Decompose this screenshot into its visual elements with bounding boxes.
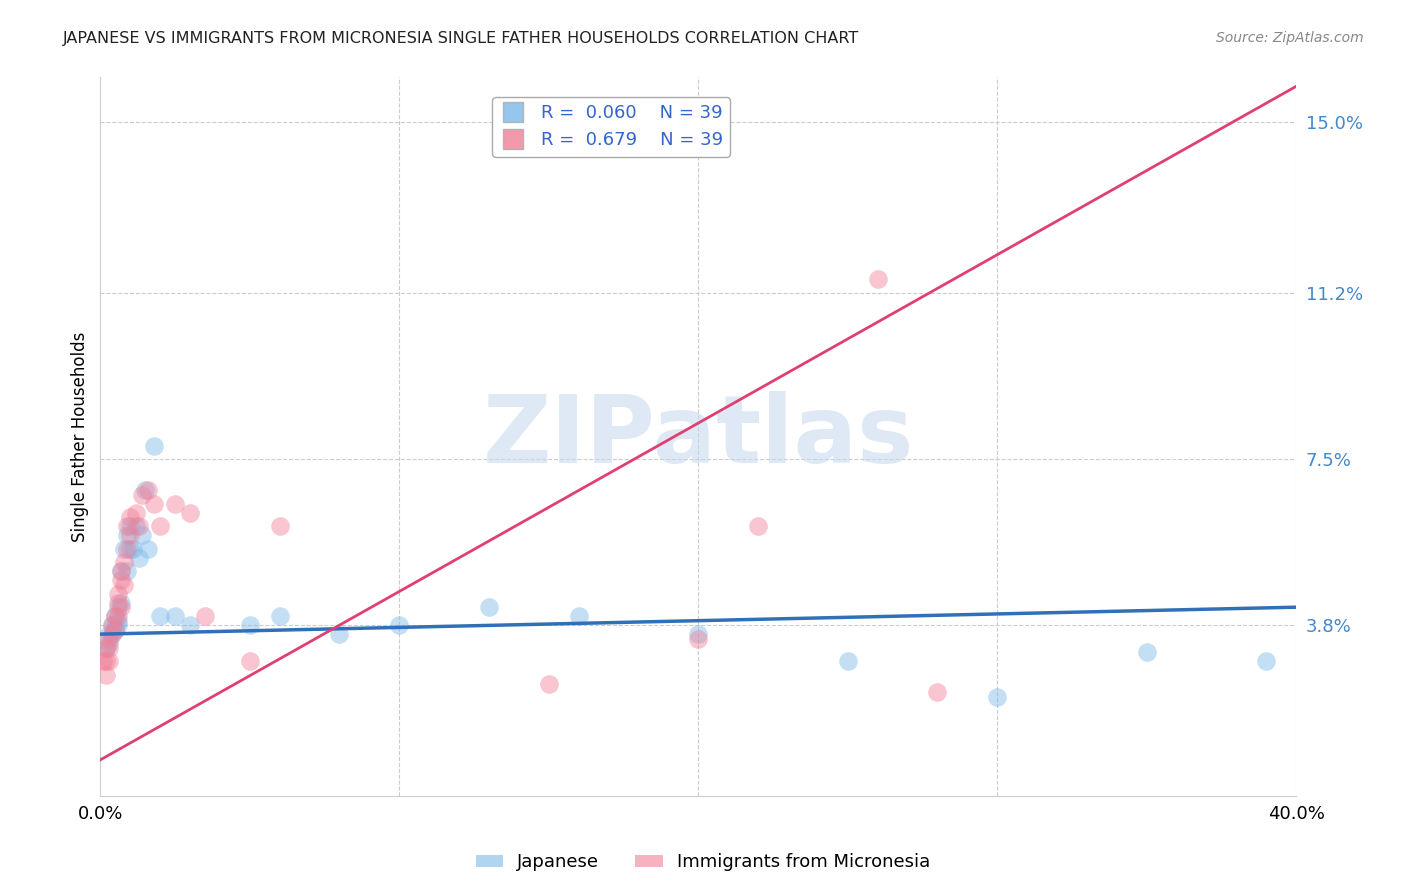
Point xyxy=(117,528,139,542)
Point xyxy=(104,609,127,624)
Text: JAPANESE VS IMMIGRANTS FROM MICRONESIA SINGLE FATHER HOUSEHOLDS CORRELATION CHAR: JAPANESE VS IMMIGRANTS FROM MICRONESIA S… xyxy=(63,31,859,46)
Point xyxy=(986,690,1008,704)
Point xyxy=(128,550,150,565)
Point xyxy=(110,574,132,588)
Point xyxy=(96,667,118,681)
Point xyxy=(117,541,139,556)
Point xyxy=(568,609,591,624)
Point xyxy=(134,483,156,498)
Point xyxy=(837,654,859,668)
Point xyxy=(269,609,291,624)
Point xyxy=(98,632,121,646)
Point xyxy=(122,541,145,556)
Point xyxy=(110,564,132,578)
Point xyxy=(101,627,124,641)
Point xyxy=(143,439,166,453)
Point xyxy=(112,541,135,556)
Point xyxy=(388,618,411,632)
Point xyxy=(107,596,129,610)
Point xyxy=(98,627,121,641)
Point xyxy=(104,609,127,624)
Point xyxy=(91,654,114,668)
Point xyxy=(120,510,142,524)
Point xyxy=(104,623,127,637)
Point xyxy=(478,600,501,615)
Point xyxy=(96,654,118,668)
Point xyxy=(107,600,129,615)
Point xyxy=(927,685,949,699)
Point xyxy=(165,497,187,511)
Point xyxy=(194,609,217,624)
Point xyxy=(165,609,187,624)
Point xyxy=(136,483,159,498)
Point xyxy=(149,519,172,533)
Point xyxy=(107,609,129,624)
Point xyxy=(239,654,262,668)
Point xyxy=(688,632,710,646)
Point xyxy=(101,618,124,632)
Point xyxy=(107,618,129,632)
Point xyxy=(1135,645,1157,659)
Point xyxy=(136,541,159,556)
Point xyxy=(125,519,148,533)
Point xyxy=(98,636,121,650)
Point xyxy=(110,600,132,615)
Point xyxy=(149,609,172,624)
Point xyxy=(110,564,132,578)
Point xyxy=(120,519,142,533)
Point xyxy=(688,627,710,641)
Point xyxy=(328,627,350,641)
Point xyxy=(112,578,135,592)
Legend: R =  0.060    N = 39, R =  0.679    N = 39: R = 0.060 N = 39, R = 0.679 N = 39 xyxy=(492,97,730,157)
Point xyxy=(747,519,769,533)
Point xyxy=(107,614,129,628)
Point xyxy=(143,497,166,511)
Point xyxy=(104,618,127,632)
Legend: Japanese, Immigrants from Micronesia: Japanese, Immigrants from Micronesia xyxy=(468,847,938,879)
Point xyxy=(537,676,560,690)
Point xyxy=(96,640,118,655)
Point xyxy=(98,654,121,668)
Point xyxy=(120,541,142,556)
Point xyxy=(131,488,153,502)
Point xyxy=(120,528,142,542)
Point xyxy=(128,519,150,533)
Point xyxy=(104,623,127,637)
Point xyxy=(117,564,139,578)
Point xyxy=(269,519,291,533)
Point xyxy=(1256,654,1278,668)
Point xyxy=(110,596,132,610)
Y-axis label: Single Father Households: Single Father Households xyxy=(72,332,89,541)
Point xyxy=(866,272,889,286)
Point xyxy=(179,506,201,520)
Point xyxy=(101,627,124,641)
Point xyxy=(179,618,201,632)
Point xyxy=(239,618,262,632)
Point xyxy=(96,640,118,655)
Text: ZIPatlas: ZIPatlas xyxy=(482,391,914,483)
Point xyxy=(112,555,135,569)
Point xyxy=(101,618,124,632)
Point xyxy=(107,587,129,601)
Point xyxy=(131,528,153,542)
Point xyxy=(125,506,148,520)
Text: Source: ZipAtlas.com: Source: ZipAtlas.com xyxy=(1216,31,1364,45)
Point xyxy=(98,640,121,655)
Point xyxy=(117,519,139,533)
